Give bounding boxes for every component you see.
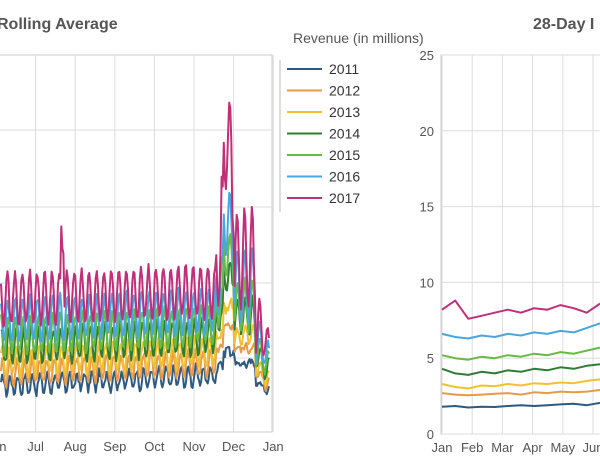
rolling-average-x-ticks: Jun Jul Aug Sep Oct Nov Dec Jan: [0, 439, 284, 454]
legend-label-2014: 2014: [329, 126, 360, 142]
28-day-plot-border: [440, 54, 600, 435]
28-day-title: 28-Day I: [533, 16, 594, 33]
rolling-average-x-tick-label: Jul: [27, 439, 44, 454]
28-day-y-ticks: 0 5 10 15 20 25: [420, 48, 434, 442]
28-day-line-2014: [441, 363, 600, 376]
legend-label-2015: 2015: [329, 147, 360, 163]
28-day-x-tick-label: May: [551, 440, 576, 455]
28-day-y-tick-label: 25: [420, 48, 434, 63]
legend: Revenue (in millions) 201120122013201420…: [279, 30, 424, 212]
rolling-average-x-tick-label: Aug: [64, 439, 87, 454]
legend-label-2017: 2017: [329, 190, 360, 206]
rolling-average-x-tick-label: Dec: [222, 439, 246, 454]
legend-label-2016: 2016: [329, 169, 360, 185]
rolling-average-plot-border: [0, 54, 273, 433]
28-day-y-tick-label: 5: [427, 351, 434, 366]
28-day-y-tick-label: 10: [420, 275, 434, 290]
rolling-average-panel: Rolling Average Jun Jul Aug Sep Oct Nov Dec Jan: [0, 16, 284, 454]
rolling-average-x-tick-label: Jan: [263, 439, 284, 454]
28-day-x-tick-label: Feb: [461, 440, 483, 455]
28-day-x-tick-label: Jun: [583, 440, 600, 455]
rolling-average-line-2014: [0, 261, 270, 381]
rolling-average-title: Rolling Average: [0, 16, 118, 33]
rolling-average-x-tick-label: Oct: [144, 439, 165, 454]
legend-label-2013: 2013: [329, 104, 360, 120]
28-day-panel: 28-Day I 0 5 10 15 20 25 Jan Feb Mar Apr May Jun: [420, 16, 600, 455]
rolling-average-lines: [0, 101, 270, 398]
28-day-y-tick-label: 0: [427, 427, 434, 442]
legend-label-2011: 2011: [329, 61, 359, 77]
legend-title: Revenue (in millions): [293, 30, 424, 46]
rolling-average-line-2013: [0, 297, 270, 387]
legend-label-2012: 2012: [329, 83, 360, 99]
28-day-x-ticks: Jan Feb Mar Apr May Jun: [432, 440, 600, 455]
28-day-line-2011: [441, 401, 600, 409]
28-day-y-tick-label: 20: [420, 124, 434, 139]
28-day-line-2016: [441, 322, 600, 340]
rolling-average-line-2012: [0, 322, 270, 393]
rolling-average-x-tick-label: Nov: [182, 439, 206, 454]
28-day-line-2015: [441, 346, 600, 361]
28-day-y-tick-label: 15: [420, 200, 434, 215]
28-day-x-tick-label: Apr: [522, 440, 543, 455]
legend-items: 2011 2012 2013 2014 2015 2016 2017: [287, 61, 360, 206]
rolling-average-line-2011: [0, 346, 270, 398]
28-day-line-2013: [441, 378, 600, 390]
28-day-x-tick-label: Jan: [432, 440, 453, 455]
rolling-average-line-2017: [0, 101, 270, 357]
28-day-line-2012: [441, 389, 600, 397]
28-day-line-2017: [441, 299, 600, 320]
28-day-x-tick-label: Mar: [491, 440, 514, 455]
28-day-lines: [441, 299, 600, 409]
28-day-grid: [440, 54, 600, 435]
rolling-average-x-tick-label: Jun: [0, 439, 6, 454]
rolling-average-x-tick-label: Sep: [103, 439, 126, 454]
